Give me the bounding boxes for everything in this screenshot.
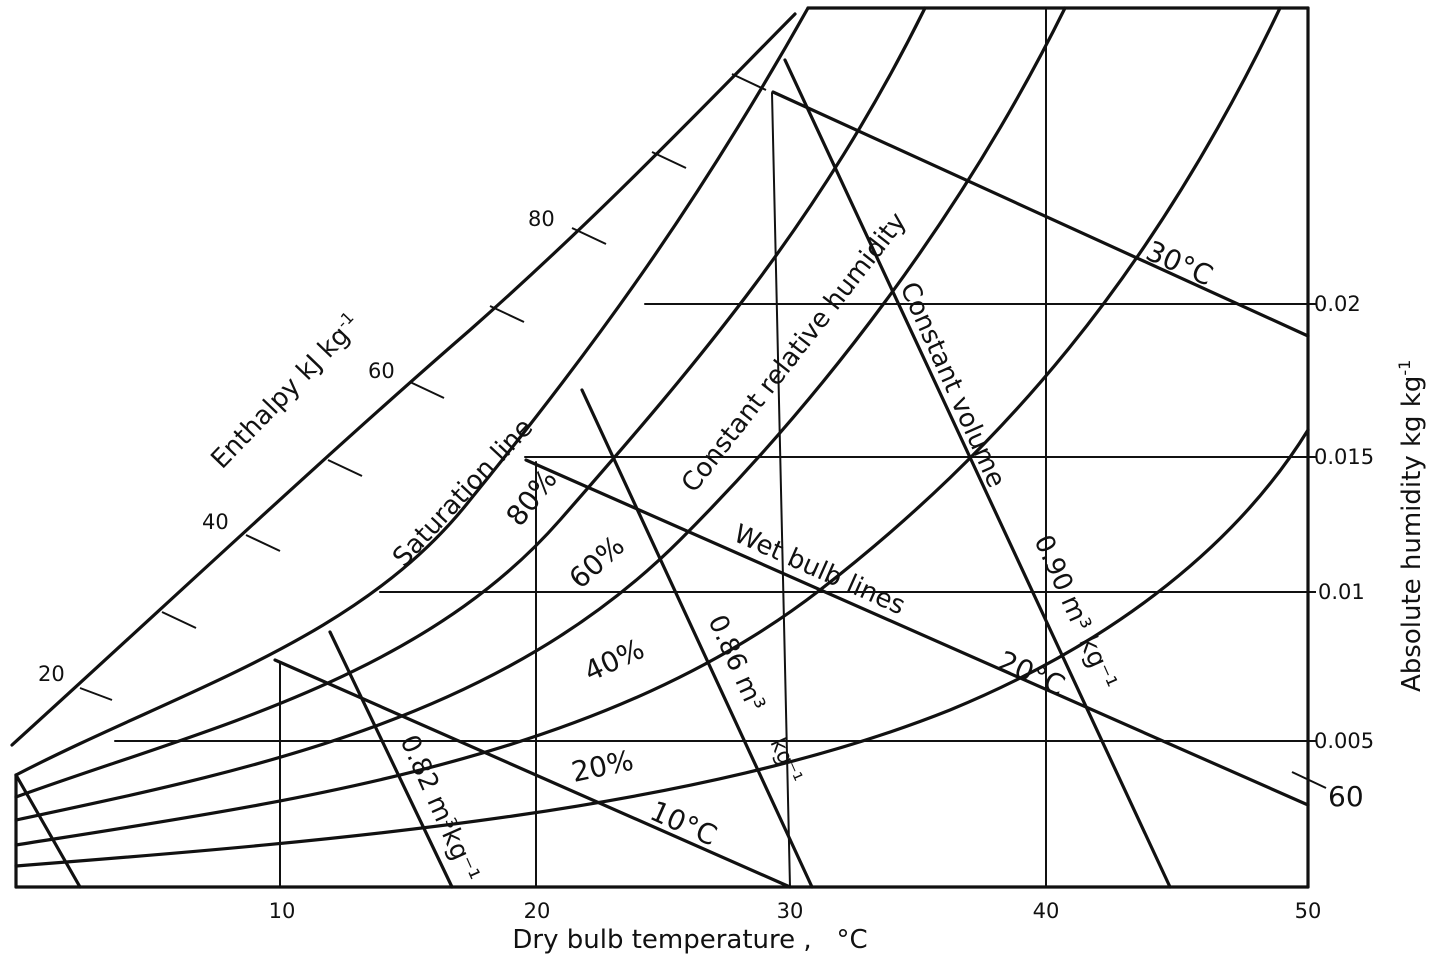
rh-80-curve [14,6,927,799]
relative-humidity-curves [14,6,1310,868]
rh-60-label: 60% [563,529,631,595]
constant-volume-label: Constant volume [894,278,1011,493]
enthalpy-tick-40: 40 [202,510,229,534]
y-tick-001: 0.01 [1318,580,1365,604]
saturation-curve [14,6,810,777]
x-tick-50: 50 [1295,899,1322,923]
wb-20-label: 20°C [993,644,1070,702]
enthalpy-tick-20: 20 [38,662,65,686]
x-tick-40: 40 [1033,899,1060,923]
x-tick-30: 30 [777,899,804,923]
enthalpy-tick-80: 80 [528,207,555,231]
y-axis-tick-labels: 0.005 0.01 0.015 0.02 [1314,292,1374,753]
y-axis-ticks [1308,303,1316,742]
volume-value-labels: 0.90 m³ kg⁻¹ 0.86 m³ kg⁻¹ 0.82 m³kg⁻¹ [394,531,1123,887]
enthalpy-title: Enthalpy kJ kg-1 [204,308,367,475]
enthalpy-ticks [79,73,1327,789]
rh-20-curve [14,428,1310,868]
x-tick-20: 20 [524,899,551,923]
enthalpy-tick-60: 60 [368,359,395,383]
enthalpy-scale-line [10,12,797,747]
y-tick-0005: 0.005 [1314,729,1374,753]
volume-086-label: 0.86 m³ [702,611,771,716]
x-axis-title: Dry bulb temperature , °C [512,925,867,955]
constant-volume-lines [328,58,1172,889]
rh-20-label: 20% [569,744,637,789]
enthalpy-tick-labels: 20 40 60 80 [38,207,555,686]
wb-10-label: 10°C [645,794,722,852]
enthalpy-right-tick-label: 60 [1328,780,1364,813]
y-tick-002: 0.02 [1314,292,1361,316]
y-tick-0015: 0.015 [1314,445,1374,469]
chart-frame [14,6,1310,889]
y-axis-title: Absolute humidity kg kg-1 [1395,360,1427,692]
temperature-gridlines [279,7,1047,888]
constant-rh-label: Constant relative humidity [676,207,913,498]
x-tick-10: 10 [269,899,296,923]
wet-bulb-lines-label: Wet bulb lines [729,519,909,621]
volume-086-unit-label: kg⁻¹ [765,734,807,787]
rh-40-label: 40% [579,632,649,688]
x-axis-tick-labels: 10 20 30 40 50 [269,899,1322,923]
wb-30-label: 30°C [1141,234,1218,292]
rh-60-curve [14,6,1067,822]
humidity-gridlines [114,303,1309,742]
